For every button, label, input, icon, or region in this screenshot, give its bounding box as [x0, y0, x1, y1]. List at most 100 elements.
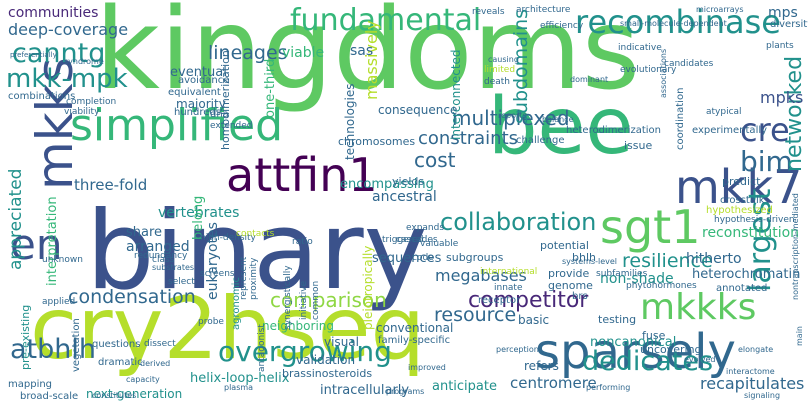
word: encompassing [340, 177, 434, 192]
word: contacts [236, 229, 275, 239]
word: unknown [42, 255, 83, 265]
word: high-density [200, 233, 256, 243]
word: sas [350, 43, 374, 59]
word: pre-existing [19, 304, 32, 370]
word: interactome [726, 367, 775, 376]
word: noncanonical [590, 335, 677, 350]
word: combinations [8, 91, 76, 102]
word: indicative [618, 43, 662, 53]
word: death [484, 77, 510, 87]
word: chromosomes [338, 135, 416, 148]
word: substrates [152, 263, 195, 272]
word: dna [210, 109, 229, 120]
word: microarrays [696, 5, 744, 14]
word: international [480, 267, 538, 277]
word: mkk-mpk [6, 64, 128, 94]
word: sequences [372, 251, 442, 266]
word: class [152, 255, 175, 265]
word: evolved [684, 355, 716, 364]
word: receptor [478, 295, 521, 306]
word: visual [324, 335, 359, 349]
word: yields [392, 175, 425, 188]
word: en [10, 220, 63, 269]
word: diversity [770, 19, 808, 30]
word: performing [586, 383, 631, 392]
word: broad-scale [20, 391, 79, 402]
word: cost [414, 148, 456, 172]
word: extended [210, 121, 253, 131]
word: dominant [570, 75, 609, 84]
word: massively [362, 20, 381, 100]
word: hundreds [174, 107, 221, 118]
word: three-fold [74, 176, 148, 194]
word: applied [42, 297, 76, 307]
word: issue [624, 139, 653, 152]
word: cry2hseq [30, 279, 426, 379]
word: reconstitution [702, 225, 800, 241]
word: interpretation [45, 196, 60, 286]
word: questions [92, 339, 141, 350]
word: provide [548, 267, 590, 280]
word: code [412, 253, 434, 263]
word: hitherto [686, 251, 742, 267]
word: atypical [706, 107, 742, 117]
word: proximity [249, 257, 259, 300]
word: recombinase [575, 3, 781, 41]
word: kingdoms [95, 0, 641, 115]
word: eventual [170, 65, 227, 80]
word: architecture [516, 5, 571, 15]
word: experimentally [692, 125, 768, 136]
word: share [126, 225, 163, 240]
word: arranged [126, 239, 190, 255]
word: improved [408, 363, 446, 372]
word: condensation [68, 286, 196, 308]
word: signaling [744, 391, 781, 400]
word: bhlh [572, 251, 596, 264]
word: balance [542, 115, 574, 124]
word: consequence [378, 103, 458, 117]
word: brs [572, 291, 588, 302]
word: refers [524, 359, 559, 373]
word: syndrome [64, 57, 104, 66]
word: canntg [12, 38, 106, 69]
word: simplified [70, 100, 284, 151]
word: lineages [208, 42, 288, 64]
word: anticipate [432, 379, 497, 394]
word: fundamental [290, 3, 482, 38]
word: comparison [270, 288, 387, 312]
word: avoidance [178, 75, 230, 86]
word: annotated [716, 283, 768, 294]
word: efficiency [540, 21, 584, 31]
word: expands [406, 223, 445, 233]
word: conventional [376, 321, 454, 335]
word: coordination [675, 87, 686, 150]
word: perception [496, 345, 539, 354]
word: evolutionary [620, 65, 677, 75]
word: overgrowing [218, 335, 392, 368]
word: validation [296, 353, 356, 367]
word: mapping [8, 379, 53, 390]
word: testing [598, 313, 637, 326]
word: select [168, 277, 195, 287]
word: plants [766, 41, 794, 51]
word: crosstalk [720, 195, 765, 206]
word: majority [176, 97, 226, 111]
word: limited [484, 65, 516, 75]
word: programs [386, 387, 425, 396]
word: main [795, 326, 804, 346]
word: dedicates [582, 346, 714, 377]
word: megabases [435, 266, 527, 285]
word: basic [518, 313, 550, 327]
word: elongate [738, 345, 774, 354]
word: innate [494, 283, 523, 293]
word: challenge [516, 135, 565, 146]
word: resource [434, 304, 517, 326]
word: dramatic [98, 357, 143, 368]
word: preferentially [10, 51, 57, 59]
word: mpks [760, 88, 804, 107]
word: redundancy [134, 251, 188, 261]
word: sparsely [535, 324, 736, 380]
word: cascades [396, 235, 438, 245]
word: candidates [664, 59, 714, 69]
